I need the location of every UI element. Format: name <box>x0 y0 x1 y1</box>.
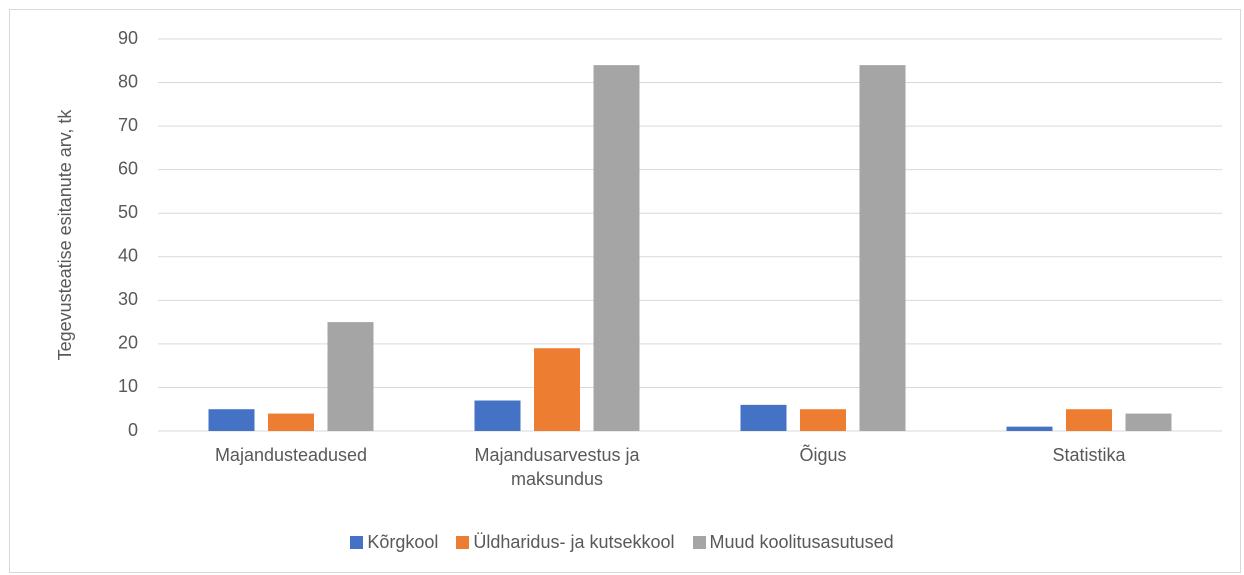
y-tick-label: 10 <box>118 376 138 396</box>
x-tick-label: Statistika <box>1052 445 1126 465</box>
legend-label: Üldharidus- ja kutsekkool <box>473 532 675 552</box>
legend: Kõrgkool Üldharidus- ja kutsekkool Muud ko… <box>0 532 1244 553</box>
x-tick-label: Majandusteadused <box>214 445 368 465</box>
bar <box>474 400 521 431</box>
y-axis-label: Tegevusteatise esitanute arv, tk <box>55 109 75 361</box>
x-tick-label: Õigus <box>799 445 847 465</box>
bar <box>800 409 846 431</box>
y-tick-label: 60 <box>118 158 138 178</box>
y-tick-label: 40 <box>118 246 138 266</box>
bar <box>327 322 374 431</box>
legend-label: Kõrgkool <box>367 532 439 552</box>
bar <box>268 413 314 431</box>
y-tick-label: 30 <box>118 289 138 309</box>
y-tick-label: 70 <box>118 115 138 135</box>
bar <box>740 404 787 431</box>
bar <box>593 65 640 431</box>
legend-swatch <box>692 536 706 549</box>
y-tick-label: 0 <box>128 420 138 440</box>
y-tick-label: 80 <box>118 71 138 91</box>
y-tick-label: 50 <box>118 202 138 222</box>
legend-item: Muud koolitusasutused <box>692 532 894 553</box>
legend-swatch <box>350 536 364 549</box>
bar <box>208 409 255 431</box>
bar <box>1125 413 1172 431</box>
legend-item: Üldharidus- ja kutsekkool <box>456 532 675 553</box>
bar <box>534 348 580 431</box>
chart-border <box>9 9 1241 573</box>
bar <box>859 65 906 431</box>
y-tick-label: 20 <box>118 333 138 353</box>
bar <box>1066 409 1112 431</box>
legend-label: Muud koolitusasutused <box>709 532 894 552</box>
x-tick-label: Majandusarvestus ja maksundus <box>474 445 640 489</box>
legend-swatch <box>456 536 470 549</box>
legend-item: Kõrgkool <box>350 532 438 553</box>
y-tick-label: 90 <box>118 28 138 48</box>
bar <box>1006 426 1053 431</box>
